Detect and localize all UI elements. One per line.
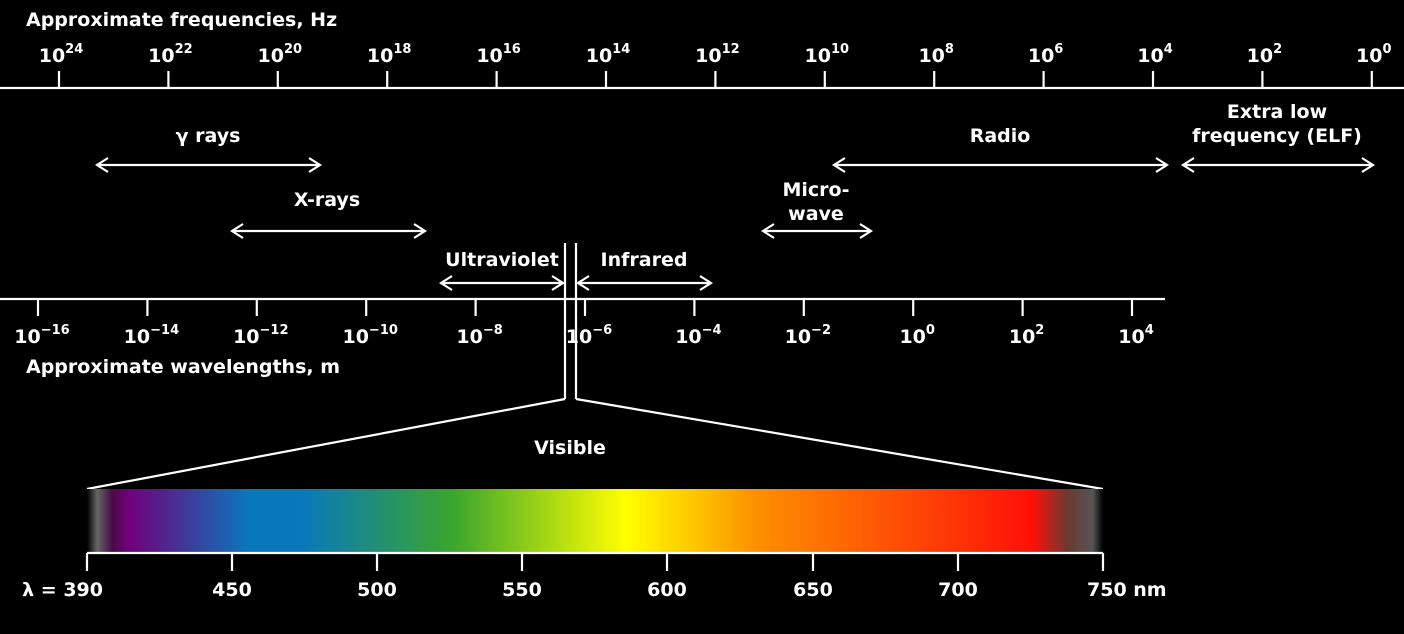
visible-wavelength-label: 450 [212, 579, 252, 601]
visible-spectrum-bar [87, 489, 1103, 553]
infrared-label: Infrared [601, 249, 688, 271]
frequency-tick-label: 1020 [258, 42, 303, 67]
visible-label: Visible [534, 437, 606, 459]
elf-arrow [1180, 157, 1376, 173]
wavelength-tick-label: 104 [1118, 323, 1154, 348]
visible-wavelength-label: 700 [938, 579, 978, 601]
wavelength-tick-label: 10−2 [785, 323, 831, 348]
frequency-tick-label: 1018 [367, 42, 412, 67]
visible-ticks: λ = 390 450 500 550 600 650 700 750 nm [22, 553, 1167, 601]
wavelength-tick-label: 10−4 [675, 323, 721, 348]
frequency-tick-label: 1010 [805, 42, 850, 67]
wavelength-tick-label: 10−16 [14, 323, 69, 348]
microwave-label-line1: Micro- [783, 179, 850, 201]
visible-wavelength-label: 500 [357, 579, 397, 601]
frequency-tick-label: 106 [1028, 42, 1064, 67]
microwave-label-line2: wave [788, 203, 844, 225]
ultraviolet-arrow [438, 275, 566, 291]
radio-label: Radio [970, 125, 1031, 147]
visible-wavelength-label: 550 [502, 579, 542, 601]
visible-wavelength-label: λ = 390 [22, 579, 103, 601]
frequency-tick-label: 1014 [586, 42, 631, 67]
elf-label-line1: Extra low [1227, 101, 1327, 123]
radio-arrow [831, 157, 1170, 173]
frequency-tick-label: 1012 [695, 42, 740, 67]
frequency-tick-label: 102 [1247, 42, 1283, 67]
wavelength-tick-label: 100 [899, 323, 935, 348]
elf-label-line2: frequency (ELF) [1192, 125, 1362, 147]
frequency-tick-label: 1016 [476, 42, 521, 67]
wavelength-tick-label: 10−14 [124, 323, 179, 348]
x-rays-label: X-rays [294, 189, 360, 211]
wavelength-tick-label: 10−6 [566, 323, 612, 348]
microwave-arrow [760, 223, 874, 239]
frequency-tick-label: 1024 [39, 42, 84, 67]
visible-wavelength-label: 750 nm [1087, 579, 1167, 601]
visible-band-marker [86, 243, 1104, 491]
infrared-arrow [575, 275, 714, 291]
wavelength-ticks: 10−16 10−14 10−12 10−10 10−8 10−6 10−4 10−2 100 1… [14, 299, 1154, 348]
visible-wavelength-label: 650 [793, 579, 833, 601]
wavelength-tick-label: 10−12 [233, 323, 288, 348]
wavelength-tick-label: 10−10 [342, 323, 397, 348]
frequency-axis-title: Approximate frequencies, Hz [26, 9, 337, 31]
wavelength-tick-label: 10−8 [456, 323, 502, 348]
frequency-tick-label: 1022 [148, 42, 193, 67]
frequency-tick-label: 108 [918, 42, 954, 67]
ultraviolet-label: Ultraviolet [445, 249, 559, 271]
frequency-ticks: 1024 1022 1020 1018 1016 1014 1012 1010 108 106 10… [39, 42, 1392, 88]
wavelength-axis-title: Approximate wavelengths, m [26, 356, 340, 378]
frequency-tick-label: 104 [1137, 42, 1173, 67]
frequency-tick-label: 100 [1356, 42, 1392, 67]
wavelength-tick-label: 102 [1009, 323, 1045, 348]
gamma-rays-label: γ rays [176, 125, 241, 147]
gamma-rays-arrow [94, 157, 323, 173]
visible-wavelength-label: 600 [647, 579, 687, 601]
x-rays-arrow [229, 223, 428, 239]
